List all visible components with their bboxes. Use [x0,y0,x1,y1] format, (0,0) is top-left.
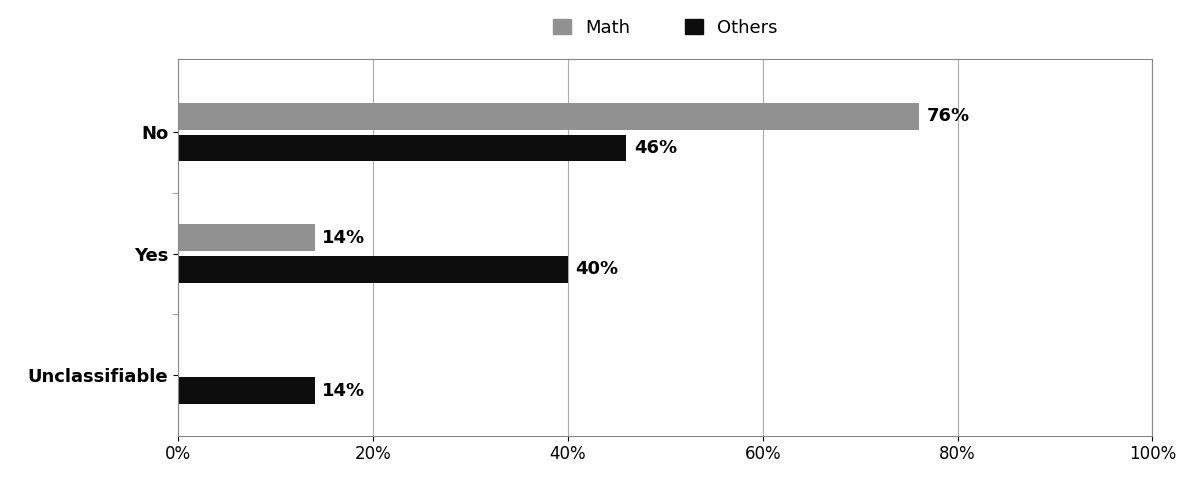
Bar [178,224,315,251]
Text: 46%: 46% [634,139,677,157]
Bar [178,377,315,404]
Text: 40%: 40% [576,260,619,278]
Text: 14%: 14% [322,229,366,247]
Legend: Math, Others: Math, Others [545,12,785,45]
Bar [178,256,568,283]
Text: 76%: 76% [927,107,969,125]
Bar [178,135,626,161]
Text: 14%: 14% [322,382,366,399]
Bar [178,103,918,130]
